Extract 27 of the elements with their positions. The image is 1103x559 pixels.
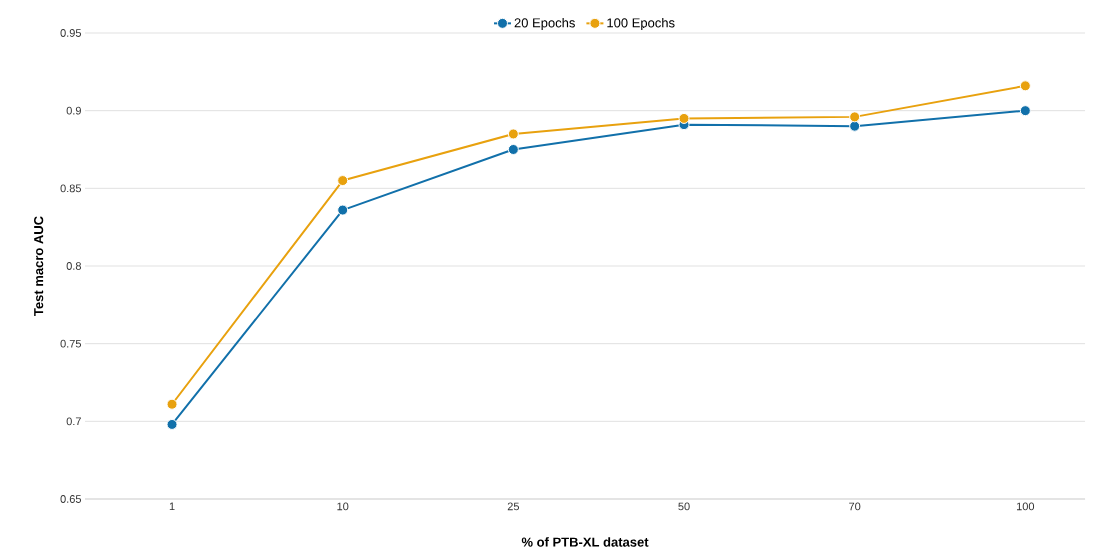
x-axis-title: % of PTB-XL dataset — [521, 537, 649, 547]
legend-label: 20 Epochs — [514, 17, 575, 31]
y-tick-label: 0.8 — [66, 262, 81, 270]
y-tick-label: 0.7 — [66, 417, 81, 426]
x-tick-label: 70 — [849, 502, 861, 511]
point — [337, 204, 349, 216]
point — [507, 128, 519, 140]
point — [1019, 105, 1031, 117]
y-tick-label: 0.95 — [60, 29, 82, 37]
y-tick-label: 0.9 — [66, 106, 81, 115]
point — [678, 112, 690, 124]
point — [166, 418, 178, 430]
y-tick-label: 0.65 — [60, 495, 82, 503]
legend-label: 100 Epochs — [607, 17, 675, 31]
x-tick-label: 100 — [1016, 502, 1035, 511]
point — [849, 111, 861, 123]
y-axis-title: Test macro AUC — [34, 216, 44, 316]
x-tick-label: 50 — [678, 502, 690, 511]
y-tick-label: 0.85 — [60, 184, 82, 193]
point — [1019, 80, 1031, 92]
y-tick-label: 0.75 — [60, 339, 82, 348]
x-tick-label: 25 — [507, 502, 520, 511]
x-tick-label: 10 — [337, 502, 349, 511]
point — [337, 175, 349, 187]
point — [166, 398, 178, 410]
x-tick-label: 1 — [169, 502, 175, 511]
point — [507, 144, 519, 155]
